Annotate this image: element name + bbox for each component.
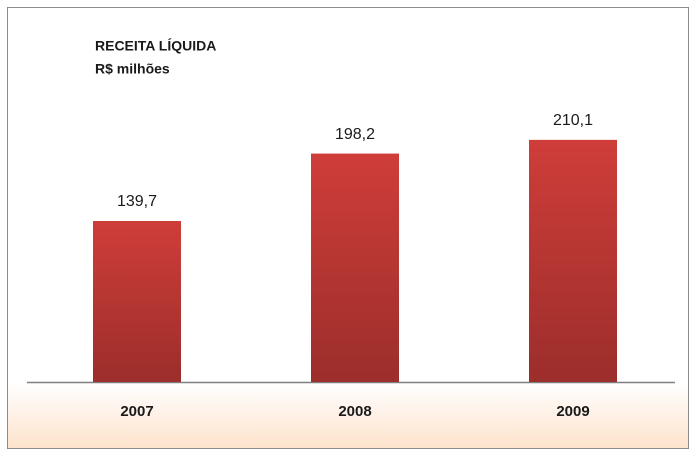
chart-subtitle: R$ milhões: [95, 61, 170, 77]
value-label: 210,1: [553, 112, 593, 129]
x-tick-label: 2008: [338, 403, 371, 420]
x-tick-label: 2007: [120, 403, 153, 420]
value-label: 198,2: [335, 126, 375, 143]
bar-shade: [311, 153, 399, 382]
bar-shade: [93, 220, 181, 382]
chart-title: RECEITA LÍQUIDA: [95, 38, 216, 54]
x-tick-label: 2009: [556, 403, 589, 420]
value-label: 139,7: [117, 193, 157, 210]
bar-shade: [529, 139, 617, 382]
